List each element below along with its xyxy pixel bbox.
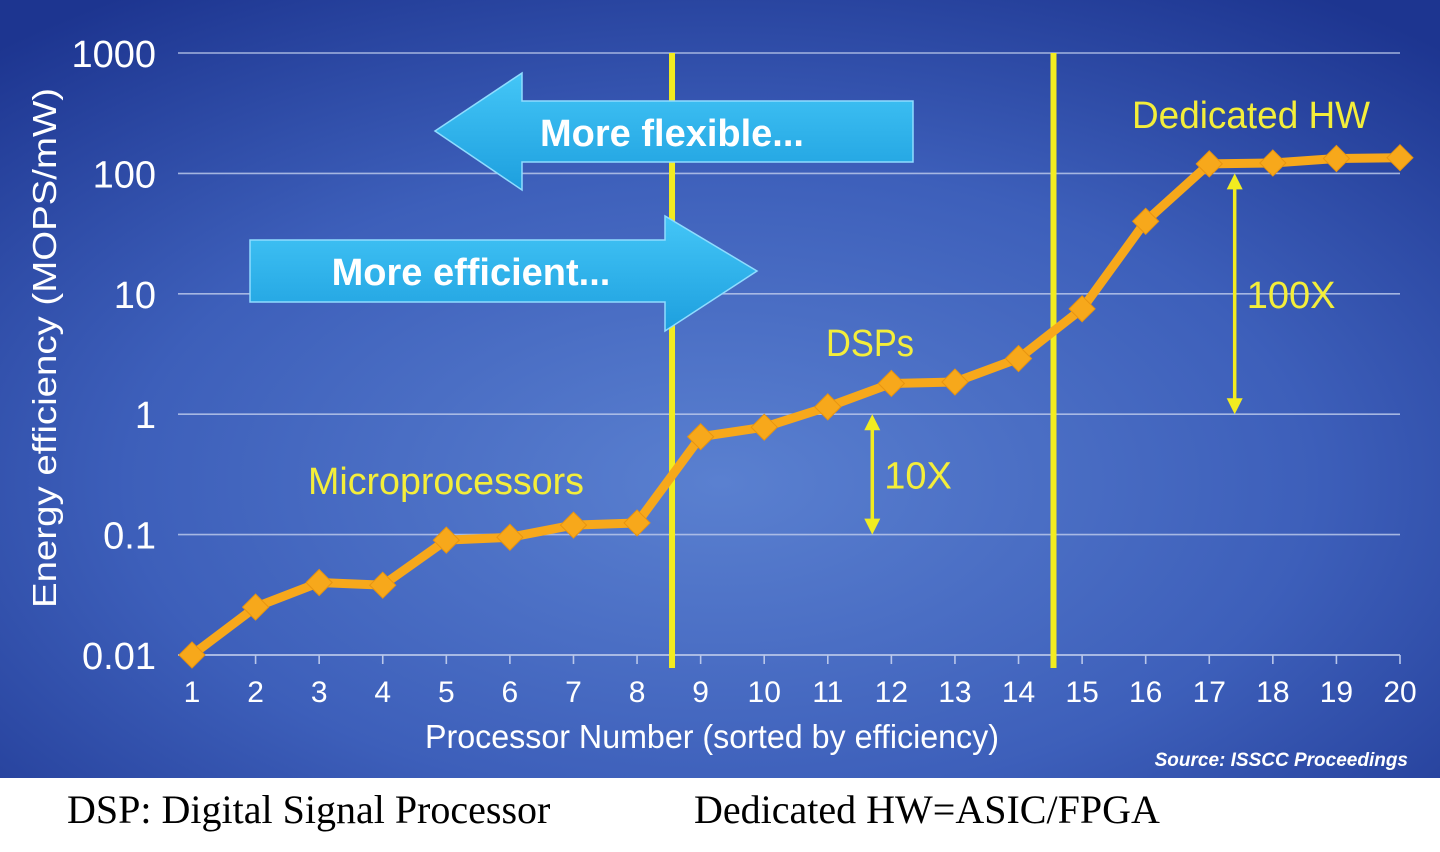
ratio-annotation-2 bbox=[1226, 173, 1243, 415]
data-point-5 bbox=[432, 526, 461, 554]
caption-dedicated-hw-definition: Dedicated HW=ASIC/FPGA bbox=[694, 787, 1160, 832]
data-point-4 bbox=[369, 571, 397, 599]
data-point-18 bbox=[1259, 149, 1287, 177]
x-tick-label-6: 6 bbox=[502, 676, 519, 709]
x-tick-label-20: 20 bbox=[1383, 676, 1416, 709]
caption-bar: DSP: Digital Signal Processor Dedicated … bbox=[0, 778, 1440, 852]
x-tick-label-5: 5 bbox=[438, 676, 455, 709]
x-tick-label-14: 14 bbox=[1002, 676, 1035, 709]
data-point-16 bbox=[1131, 207, 1160, 236]
data-point-3 bbox=[305, 568, 333, 597]
y-axis-label: Energy efficiency (MOPS/mW) bbox=[26, 88, 63, 608]
x-tick-label-15: 15 bbox=[1065, 676, 1098, 709]
x-tick-label-3: 3 bbox=[311, 676, 328, 709]
ratio-label-1: 10X bbox=[884, 455, 952, 497]
y-tick-label-1: 1 bbox=[135, 395, 156, 437]
x-tick-label-17: 17 bbox=[1193, 676, 1226, 709]
x-axis-label: Processor Number (sorted by efficiency) bbox=[425, 718, 999, 755]
region-label-dsps: DSPs bbox=[826, 323, 914, 365]
ratio-arrow-head-up-1 bbox=[864, 414, 881, 431]
data-point-1 bbox=[178, 641, 206, 669]
data-point-11 bbox=[814, 393, 842, 421]
x-tick-label-10: 10 bbox=[748, 676, 781, 709]
y-tick-label-100: 100 bbox=[93, 154, 156, 196]
y-tick-label-0.1: 0.1 bbox=[103, 516, 156, 558]
x-tick-label-1: 1 bbox=[184, 676, 201, 709]
x-tick-label-7: 7 bbox=[565, 676, 582, 709]
ratio-arrow-head-down-1 bbox=[864, 518, 881, 535]
data-point-15 bbox=[1068, 295, 1096, 323]
ratio-annotation-1 bbox=[864, 414, 881, 535]
ratio-arrow-head-down-2 bbox=[1226, 398, 1243, 415]
more-flexible-arrow-label: More flexible... bbox=[540, 113, 804, 155]
y-tick-label-1000: 1000 bbox=[71, 34, 156, 76]
data-point-8 bbox=[623, 509, 651, 537]
y-tick-label-0.01: 0.01 bbox=[82, 636, 156, 678]
more-flexible-arrow bbox=[433, 71, 914, 192]
more-efficient-arrow-label: More efficient... bbox=[332, 252, 611, 294]
efficiency-series-line bbox=[187, 153, 1405, 660]
data-point-9 bbox=[686, 423, 715, 451]
x-tick-label-2: 2 bbox=[247, 676, 264, 709]
data-point-7 bbox=[559, 511, 588, 539]
x-tick-label-18: 18 bbox=[1256, 676, 1289, 709]
x-tick-label-4: 4 bbox=[374, 676, 391, 709]
ratio-arrow-head-up-2 bbox=[1226, 173, 1243, 190]
x-tick-label-12: 12 bbox=[875, 676, 908, 709]
x-tick-label-13: 13 bbox=[938, 676, 971, 709]
data-point-12 bbox=[877, 369, 906, 398]
y-tick-label-10: 10 bbox=[114, 275, 156, 317]
data-point-2 bbox=[241, 593, 270, 621]
data-point-6 bbox=[496, 523, 524, 551]
region-label-dedicated-hw: Dedicated HW bbox=[1132, 95, 1370, 137]
source-note: Source: ISSCC Proceedings bbox=[1155, 750, 1408, 771]
more-efficient-arrow bbox=[249, 214, 759, 333]
ratio-label-2: 100X bbox=[1247, 275, 1336, 317]
x-tick-label-8: 8 bbox=[629, 676, 646, 709]
x-tick-label-9: 9 bbox=[692, 676, 709, 709]
data-point-19 bbox=[1322, 144, 1351, 173]
data-point-10 bbox=[750, 413, 778, 441]
x-tick-label-11: 11 bbox=[812, 676, 843, 709]
data-point-13 bbox=[941, 368, 969, 396]
region-label-microprocessors: Microprocessors bbox=[308, 461, 584, 503]
x-tick-label-16: 16 bbox=[1129, 676, 1162, 709]
x-tick-label-19: 19 bbox=[1320, 676, 1353, 709]
data-point-20 bbox=[1386, 144, 1414, 172]
chart-slide: 0.01 0.1 1 10 100 1000 1 2 3 4 5 6 7 8 9 10 11 12 13 14 15 16… bbox=[0, 0, 1440, 778]
data-point-14 bbox=[1004, 344, 1033, 373]
caption-dsp-definition: DSP: Digital Signal Processor bbox=[67, 787, 551, 832]
data-point-17 bbox=[1195, 150, 1223, 178]
